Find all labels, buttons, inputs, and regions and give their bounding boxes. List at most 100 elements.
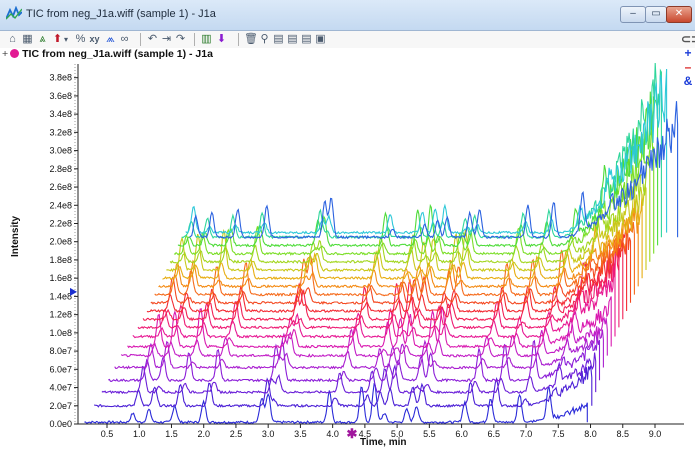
- x-tick-label: 2.0: [197, 429, 210, 439]
- expand-icon[interactable]: +: [2, 48, 9, 60]
- y-tick-label: 3.6e8: [49, 91, 72, 101]
- arrow-up-icon[interactable]: ⬆: [52, 33, 63, 45]
- y-tick-label: 6.0e7: [49, 364, 72, 374]
- chromatogram-trace[interactable]: [154, 222, 635, 297]
- y-tick-label: 0.0e0: [49, 419, 72, 429]
- chromatogram-trace[interactable]: [181, 62, 662, 240]
- x-tick-label: 2.5: [230, 429, 243, 439]
- y-tick-label: 2.2e8: [49, 218, 72, 228]
- y-tick-label: 8.0e7: [49, 346, 72, 356]
- y-tick-label: 2.4e8: [49, 200, 72, 210]
- close-button[interactable]: ✕: [666, 6, 692, 23]
- time-marker-icon[interactable]: ✱: [347, 426, 358, 441]
- link-icon[interactable]: ⊂⊃: [681, 32, 695, 46]
- x-tick-label: 1.5: [165, 429, 178, 439]
- chromatogram-trace[interactable]: [101, 352, 597, 395]
- table-icon[interactable]: ▦: [22, 33, 33, 45]
- y-tick-label: 2.0e8: [49, 237, 72, 247]
- chromatogram-trace[interactable]: [189, 101, 679, 240]
- chromatogram-trace[interactable]: [173, 119, 655, 256]
- chromatogram-trace[interactable]: [162, 194, 643, 281]
- chromatogram-trace[interactable]: [142, 236, 624, 322]
- chromatogram-trace[interactable]: [132, 263, 616, 339]
- x-axis-label: Time, min: [360, 437, 407, 448]
- x-tick-label: 6.0: [455, 429, 468, 439]
- x-tick-label: 3.5: [294, 429, 307, 439]
- side-tools: ⊂⊃ + – &: [681, 32, 695, 88]
- chromatogram-trace[interactable]: [114, 329, 604, 370]
- x-tick-label: 4.0: [326, 429, 339, 439]
- app-icon: [6, 6, 22, 20]
- chromatogram-trace[interactable]: [185, 68, 668, 235]
- y-tick-label: 1.2e8: [49, 310, 72, 320]
- y-tick-label: 3.4e8: [49, 109, 72, 119]
- trace-color-swatch: [10, 49, 20, 58]
- x-tick-label: 8.5: [616, 429, 629, 439]
- chromatogram-trace[interactable]: [94, 365, 593, 408]
- minimize-button[interactable]: –: [620, 6, 646, 23]
- percent-icon[interactable]: %: [75, 33, 86, 45]
- chromatogram-trace[interactable]: [158, 205, 639, 289]
- x-tick-label: 5.5: [423, 429, 436, 439]
- add-trace-button[interactable]: +: [684, 46, 692, 60]
- grid1-icon[interactable]: ▤: [273, 33, 284, 45]
- chromatogram-trace[interactable]: [84, 382, 588, 425]
- grid2-icon[interactable]: ▤: [287, 33, 298, 45]
- chart-toolbar: ⌂ ▦ ⩓ ⬆ ▾ % xy ⩕ ∞ ↶ ⇥ ↷ ▥ ⬇ 🗑 ⚲ ▤ ▤ ▤ ▣: [0, 31, 695, 48]
- zoom-icon[interactable]: ⚲: [260, 33, 269, 45]
- redo-icon[interactable]: ⇥: [161, 33, 172, 45]
- peak-icon[interactable]: ⩕: [106, 33, 115, 45]
- y-tick-label: 1.4e8: [49, 291, 72, 301]
- undo-icon[interactable]: ↶: [147, 33, 158, 45]
- intensity-marker-arrow[interactable]: [70, 287, 77, 296]
- remove-trace-button[interactable]: –: [684, 60, 692, 74]
- forward-icon[interactable]: ↷: [175, 33, 186, 45]
- x-tick-label: 1.0: [133, 429, 146, 439]
- grid3-icon[interactable]: ▤: [301, 33, 312, 45]
- y-tick-label: 3.0e8: [49, 146, 72, 156]
- x-tick-label: 5.0: [391, 429, 404, 439]
- overlay-button[interactable]: &: [683, 74, 693, 88]
- y-tick-label: 2.8e8: [49, 164, 72, 174]
- y-tick-label: 2.0e7: [49, 401, 72, 411]
- x-tick-label: 3.0: [262, 429, 275, 439]
- y-tick-label: 1.6e8: [49, 273, 72, 283]
- x-tick-label: 7.5: [552, 429, 565, 439]
- x-tick-label: 9.0: [649, 429, 662, 439]
- chromatogram-trace[interactable]: [169, 155, 651, 264]
- x-tick-label: 6.5: [488, 429, 501, 439]
- home-icon[interactable]: ⌂: [9, 33, 16, 45]
- toolbar-separator: [238, 33, 239, 46]
- x-tick-label: 8.0: [584, 429, 597, 439]
- chromatogram-trace[interactable]: [137, 244, 620, 330]
- y-axis-label: Intensity: [10, 215, 21, 257]
- delete-icon[interactable]: 🗑: [244, 33, 258, 45]
- dropdown-arrow-icon[interactable]: ▾: [63, 35, 68, 44]
- glasses-icon[interactable]: ∞: [120, 33, 129, 45]
- chromatogram-trace[interactable]: [120, 316, 608, 358]
- y-tick-label: 3.2e8: [49, 127, 72, 137]
- y-tick-label: 3.8e8: [49, 73, 72, 83]
- legend-label: TIC from neg_J1a.wiff (sample 1) - J1a: [22, 48, 213, 60]
- trace-legend[interactable]: + TIC from neg_J1a.wiff (sample 1) - J1a: [2, 48, 213, 62]
- toolbar-separator: [194, 33, 195, 46]
- chromatogram-trace[interactable]: [127, 296, 612, 349]
- chromatogram-trace[interactable]: [177, 91, 659, 248]
- layout-icon[interactable]: ▣: [315, 33, 326, 45]
- y-tick-label: 1.0e8: [49, 328, 72, 338]
- chromatogram-trace[interactable]: [150, 225, 632, 305]
- x-tick-label: 4.5: [359, 429, 372, 439]
- title-bar: TIC from neg_J1a.wiff (sample 1) - J1a –…: [0, 0, 695, 31]
- chromatogram-trace[interactable]: [108, 336, 601, 383]
- histogram-icon[interactable]: ▥: [201, 33, 212, 45]
- scale-xy-icon[interactable]: xy: [89, 34, 100, 44]
- peak-label-icon[interactable]: ⩓: [39, 33, 46, 45]
- y-tick-label: 1.8e8: [49, 255, 72, 265]
- x-tick-label: 7.0: [520, 429, 533, 439]
- window-title: TIC from neg_J1a.wiff (sample 1) - J1a: [26, 8, 216, 20]
- chromatogram-trace[interactable]: [146, 230, 628, 313]
- marker-icon[interactable]: ⬇: [216, 33, 227, 45]
- x-tick-label: 0.5: [101, 429, 114, 439]
- y-tick-label: 2.6e8: [49, 182, 72, 192]
